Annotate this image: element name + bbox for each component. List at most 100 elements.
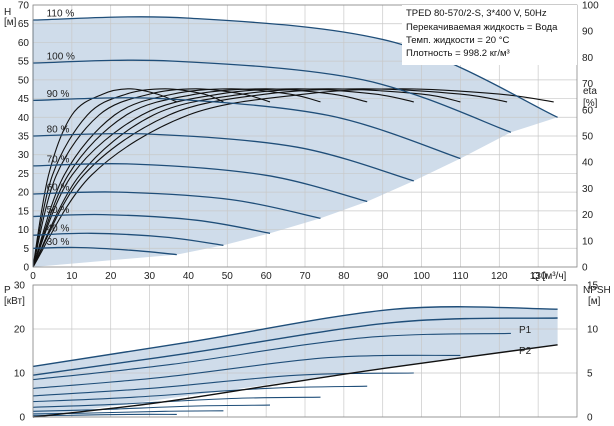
power-tick-label: 20: [14, 325, 26, 336]
eta-tick-label: 10: [582, 236, 594, 247]
npsh-axis-unit: [м]: [588, 296, 601, 307]
eta-tick-label: 100: [582, 1, 599, 12]
head-tick-label: 5: [23, 244, 29, 255]
power-curve: [32, 396, 321, 408]
head-curve: [32, 191, 321, 219]
head-tick-label: 55: [18, 57, 30, 68]
eta-tick-label: 70: [582, 79, 594, 90]
efficiency-curve: [32, 88, 508, 268]
x-tick-label: 70: [299, 271, 311, 282]
x-tick-label: 40: [183, 271, 195, 282]
speed-label: 110 %: [47, 8, 75, 19]
npsh-axis-label: NPSH: [583, 285, 611, 296]
head-curve: [32, 246, 177, 256]
efficiency-curve: [32, 88, 224, 268]
info-liquid: Перекачиваемая жидкость = Вода: [406, 22, 558, 33]
npsh-curve: [32, 344, 558, 418]
x-tick-label: 60: [261, 271, 273, 282]
head-curve: [32, 232, 224, 246]
head-curve: [32, 97, 461, 160]
power-curve: [32, 306, 558, 368]
power-curve: [32, 385, 368, 403]
series-label-p2: P2: [519, 346, 532, 357]
x-tick-label: 0: [30, 271, 36, 282]
speed-label: 50 %: [47, 205, 70, 216]
head-curve: [32, 132, 414, 182]
x-tick-label: 90: [377, 271, 389, 282]
head-curve: [32, 213, 271, 234]
efficiency-curve: [32, 88, 178, 268]
power-npsh-panel: 0 10 20 30 0 5 10 15 P [кВт] NPSH [м] P1 P2: [4, 281, 611, 424]
x-tick-label: 130: [530, 271, 547, 282]
head-tick-label: 15: [18, 206, 30, 217]
npsh-tick-label: 15: [587, 281, 599, 292]
head-tick-label: 70: [18, 1, 30, 12]
efficiency-curve: [32, 88, 554, 268]
speed-label: 70 %: [47, 154, 70, 165]
eta-tick-label: 0: [582, 263, 588, 274]
power-tick-label: 0: [19, 413, 25, 424]
x-tick-label: 20: [105, 271, 117, 282]
head-tick-label: 0: [23, 263, 29, 274]
head-tick-label: 40: [18, 113, 30, 124]
speed-label: 60 %: [47, 183, 70, 194]
head-curve: [32, 59, 512, 133]
power-curve: [32, 404, 271, 412]
npsh-tick-label: 0: [587, 413, 593, 424]
eta-tick-label: 50: [582, 132, 594, 143]
power-tick-label: 30: [14, 281, 26, 292]
head-tick-label: 10: [18, 225, 30, 236]
speed-label: 40 %: [47, 224, 70, 235]
power-curve: [32, 354, 461, 389]
head-tick-label: 20: [18, 188, 30, 199]
head-curve: [32, 162, 368, 203]
x-tick-label: 50: [222, 271, 234, 282]
series-label-p1: P1: [519, 325, 532, 336]
head-axis-label: H: [4, 7, 11, 18]
head-axis-unit: [м]: [4, 17, 17, 28]
efficiency-curve: [32, 88, 271, 268]
eta-tick-label: 90: [582, 27, 594, 38]
speed-label: 100 %: [47, 52, 75, 63]
power-tick-label: 10: [14, 369, 26, 380]
operating-range-area: [33, 16, 558, 267]
eta-tick-label: 30: [582, 184, 594, 195]
eta-tick-label: 20: [582, 210, 594, 221]
x-tick-label: 10: [66, 271, 78, 282]
eta-axis-label: eta: [583, 86, 597, 97]
power-axis-unit: [кВт]: [4, 296, 25, 307]
eta-tick-label: 80: [582, 53, 594, 64]
info-box: [402, 5, 577, 65]
eta-tick-label: 40: [582, 158, 594, 169]
efficiency-curve: [32, 88, 321, 268]
speed-label: 30 %: [47, 237, 70, 248]
x-tick-label: 30: [144, 271, 156, 282]
head-tick-label: 50: [18, 75, 30, 86]
x-tick-label: 80: [338, 271, 350, 282]
bottom-plot-frame: [32, 284, 578, 418]
head-tick-label: 35: [18, 132, 30, 143]
head-tick-label: 65: [18, 19, 30, 30]
chart-title: TPED 80-570/2-S, 3*400 V, 50Hz: [406, 8, 547, 19]
head-efficiency-panel: 110 % 100 % 90 % 80 % 70 % 60 % 50 % 40 % 30 % 0…: [4, 1, 599, 283]
head-tick-label: 25: [18, 169, 30, 180]
eta-axis-unit: [%]: [583, 98, 598, 109]
speed-label: 90 %: [47, 89, 70, 100]
info-density: Плотность = 998.2 кг/м³: [406, 48, 510, 59]
efficiency-curve: [32, 88, 368, 268]
power-curve: [32, 317, 558, 376]
efficiency-curve: [32, 88, 414, 268]
eta-tick-label: 60: [582, 105, 594, 116]
npsh-tick-label: 5: [587, 369, 593, 380]
power-axis-label: P: [4, 285, 11, 296]
efficiency-curve: [32, 88, 461, 268]
head-tick-label: 60: [18, 38, 30, 49]
npsh-tick-label: 10: [587, 325, 599, 336]
info-temperature: Темп. жидкости = 20 °C: [406, 35, 509, 46]
x-tick-label: 100: [413, 271, 430, 282]
head-tick-label: 45: [18, 94, 30, 105]
speed-label: 80 %: [47, 125, 70, 136]
x-tick-label: 120: [491, 271, 508, 282]
power-curve: [32, 372, 414, 397]
